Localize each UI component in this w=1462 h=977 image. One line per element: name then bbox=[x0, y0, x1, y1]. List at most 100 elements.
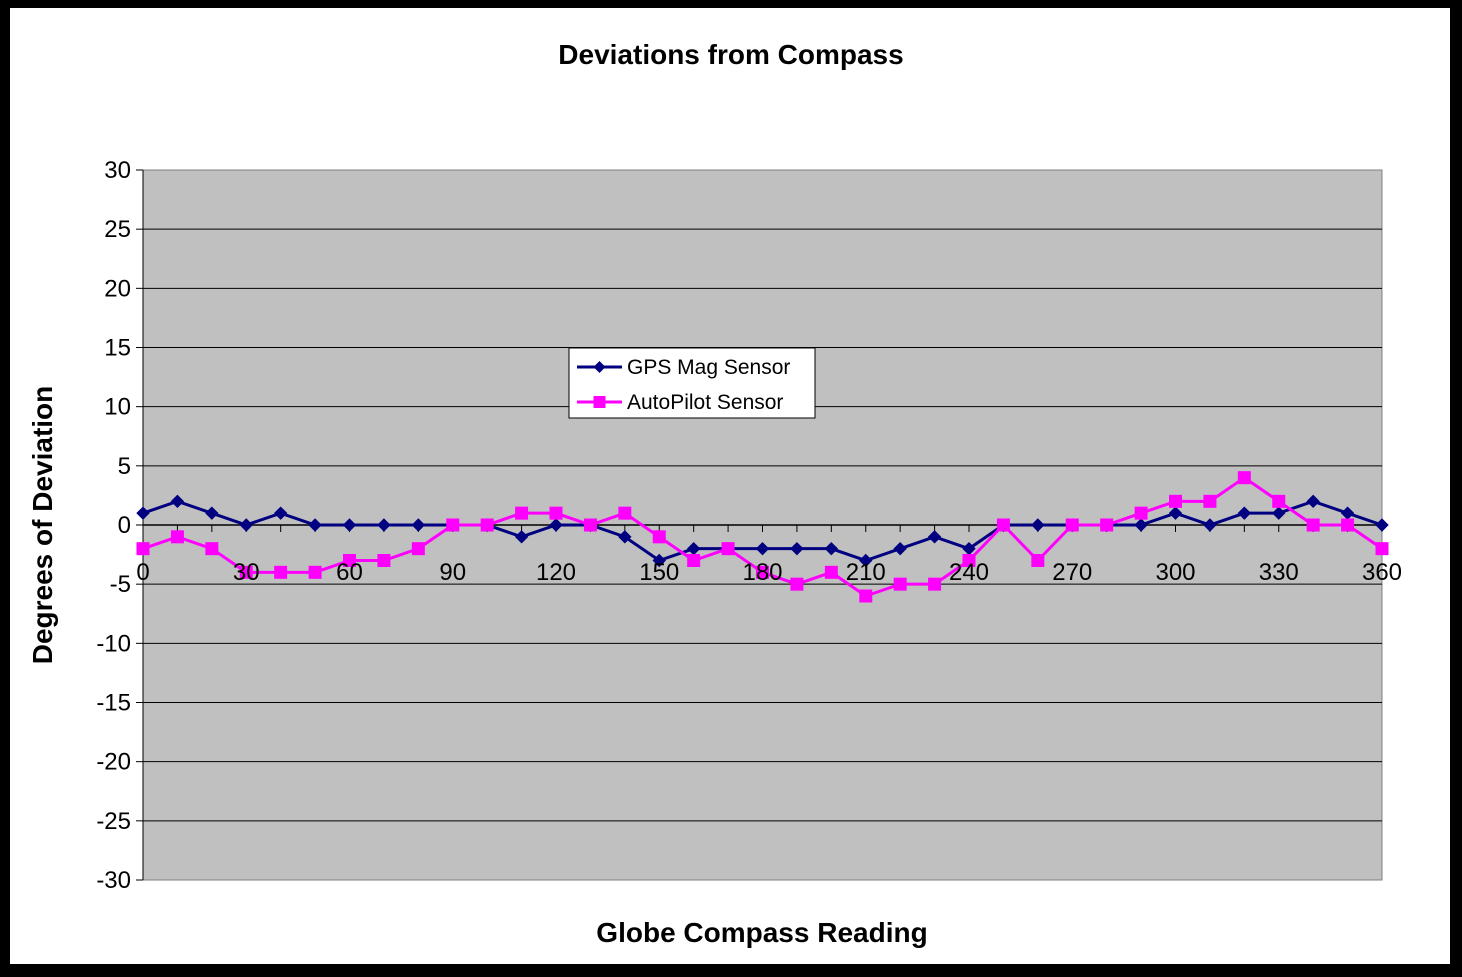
data-point bbox=[549, 506, 563, 520]
data-point bbox=[514, 530, 529, 544]
x-tick-label: 330 bbox=[1259, 559, 1299, 586]
data-point bbox=[273, 506, 288, 520]
legend: GPS Mag Sensor AutoPilot Sensor bbox=[568, 347, 816, 419]
data-point bbox=[859, 589, 873, 603]
data-point bbox=[928, 577, 942, 591]
x-tick-label: 90 bbox=[439, 559, 466, 586]
y-axis: 30 25 20 15 10 5 0 -5 -10 -15 -20 -25 -30 bbox=[96, 157, 144, 894]
series-layer bbox=[136, 471, 1389, 603]
y-tick-label: 10 bbox=[104, 394, 131, 421]
data-point bbox=[1203, 494, 1217, 508]
x-tick-label: 360 bbox=[1362, 559, 1402, 586]
data-point bbox=[859, 553, 873, 568]
y-axis-title: Degrees of Deviation bbox=[27, 386, 58, 665]
data-point bbox=[824, 565, 838, 579]
data-point bbox=[721, 542, 735, 556]
data-point bbox=[996, 518, 1010, 532]
data-point bbox=[1341, 518, 1355, 532]
y-tick-label: -20 bbox=[96, 749, 131, 776]
data-point bbox=[1306, 518, 1320, 532]
data-point bbox=[1065, 518, 1079, 532]
chart-frame: Deviations from Compass 30 25 20 15 10 5 0 -5 -1… bbox=[10, 8, 1450, 964]
data-point bbox=[1203, 518, 1217, 532]
data-point bbox=[893, 541, 907, 556]
legend-label: GPS Mag Sensor bbox=[627, 356, 790, 379]
data-point bbox=[755, 541, 770, 556]
data-point bbox=[1375, 518, 1389, 532]
data-point bbox=[446, 518, 460, 532]
data-point bbox=[1237, 506, 1252, 520]
data-point bbox=[1306, 494, 1320, 509]
legend-marker bbox=[593, 396, 606, 408]
x-tick-label: 150 bbox=[639, 559, 679, 586]
chart-title: Deviations from Compass bbox=[558, 39, 903, 70]
data-point bbox=[136, 506, 150, 520]
y-tick-label: 15 bbox=[104, 335, 131, 362]
data-point bbox=[549, 518, 563, 532]
y-tick-label: 5 bbox=[118, 453, 131, 480]
data-point bbox=[790, 577, 804, 591]
x-tick-label: 210 bbox=[846, 559, 886, 586]
data-point bbox=[136, 542, 150, 556]
y-tick-label: -5 bbox=[110, 571, 131, 598]
data-point bbox=[1134, 518, 1148, 532]
data-point bbox=[1031, 554, 1045, 567]
data-point bbox=[962, 554, 976, 567]
data-point bbox=[411, 542, 425, 556]
data-point bbox=[377, 518, 391, 532]
data-point bbox=[1100, 518, 1114, 532]
data-point bbox=[927, 530, 942, 544]
data-point bbox=[170, 530, 184, 544]
data-point bbox=[1031, 518, 1045, 532]
y-tick-label: -30 bbox=[96, 867, 131, 894]
y-tick-label: -25 bbox=[96, 808, 131, 835]
legend-marker bbox=[593, 361, 606, 373]
x-tick-label: 240 bbox=[949, 559, 989, 586]
data-point bbox=[1375, 542, 1389, 556]
y-tick-label: 20 bbox=[104, 275, 131, 302]
legend-box bbox=[568, 347, 816, 419]
legend-entry: GPS Mag Sensor bbox=[577, 356, 790, 379]
data-point bbox=[1272, 494, 1286, 508]
y-tick-label: 30 bbox=[104, 157, 131, 184]
data-point bbox=[1134, 506, 1148, 520]
data-point bbox=[1169, 494, 1182, 508]
data-point bbox=[515, 506, 529, 520]
data-point bbox=[652, 553, 666, 568]
y-tick-label: -10 bbox=[96, 630, 131, 657]
y-tick-label: -15 bbox=[96, 690, 131, 717]
data-point bbox=[308, 565, 322, 579]
data-point bbox=[377, 554, 391, 567]
x-tick-label: 30 bbox=[233, 559, 260, 586]
data-point bbox=[618, 530, 632, 544]
data-point bbox=[824, 541, 839, 556]
x-tick-label: 0 bbox=[136, 559, 149, 586]
data-point bbox=[343, 554, 356, 567]
tick-labels: 0 30 60 90 120 150 180 210 240 270 300 330 360 bbox=[136, 559, 1402, 586]
data-point bbox=[342, 518, 357, 532]
data-point bbox=[790, 541, 804, 556]
data-point bbox=[480, 518, 494, 532]
data-point bbox=[1272, 506, 1286, 520]
chart: Deviations from Compass 302520151050-5-1… bbox=[27, 39, 1402, 948]
x-tick-label: 300 bbox=[1155, 559, 1195, 586]
x-tick-label: 180 bbox=[742, 559, 782, 586]
data-point bbox=[583, 518, 597, 532]
x-tick-label: 120 bbox=[536, 559, 576, 586]
data-point bbox=[239, 565, 253, 579]
data-point bbox=[652, 530, 666, 544]
data-point bbox=[1237, 471, 1251, 485]
data-point bbox=[239, 518, 253, 532]
data-point bbox=[618, 506, 632, 520]
data-point bbox=[687, 554, 701, 567]
data-point bbox=[893, 577, 907, 591]
legend-entry: AutoPilot Sensor bbox=[577, 391, 783, 414]
legend-label: AutoPilot Sensor bbox=[627, 391, 783, 414]
data-point bbox=[1168, 506, 1183, 520]
data-point bbox=[411, 518, 426, 532]
data-point bbox=[274, 565, 288, 579]
y-tick-label: 0 bbox=[118, 512, 131, 539]
data-point bbox=[170, 494, 185, 509]
x-axis-title: Globe Compass Reading bbox=[596, 917, 927, 948]
y-tick-label: 25 bbox=[104, 216, 131, 243]
